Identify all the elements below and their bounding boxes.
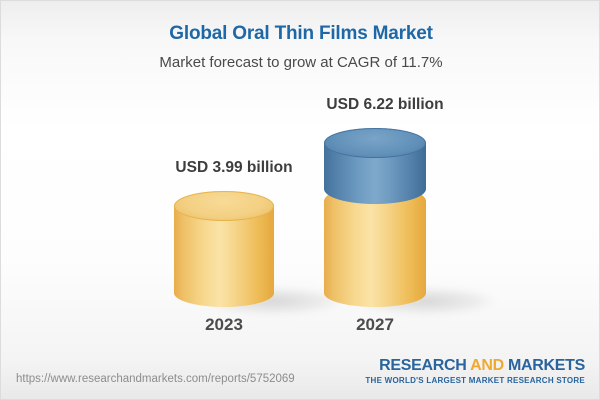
bar-2023-cylinder-top-face: [174, 191, 274, 221]
logo-word-and: AND: [470, 357, 504, 374]
logo-tagline: THE WORLD'S LARGEST MARKET RESEARCH STOR…: [365, 375, 585, 385]
x-axis-label-2027: 2027: [356, 315, 394, 334]
bar-2027-cylinder-top-face: [324, 128, 426, 158]
chart-subtitle: Market forecast to grow at CAGR of 11.7%: [159, 54, 443, 71]
value-label-2027: USD 6.22 billion: [326, 96, 444, 113]
logo-word-markets: MARKETS: [507, 357, 585, 374]
logo-word-research: RESEARCH: [379, 357, 467, 374]
logo-wordmark: RESEARCH AND MARKETS: [365, 357, 585, 375]
x-axis-label-2023: 2023: [205, 315, 243, 334]
bar-2027-cylinder-base-segment: [324, 186, 426, 307]
report-url: https://www.researchandmarkets.com/repor…: [16, 373, 295, 385]
chart-title: Global Oral Thin Films Market: [169, 23, 433, 44]
value-label-2023: USD 3.99 billion: [175, 159, 293, 176]
researchandmarkets-logo: RESEARCH AND MARKETS THE WORLD'S LARGEST…: [365, 357, 585, 385]
